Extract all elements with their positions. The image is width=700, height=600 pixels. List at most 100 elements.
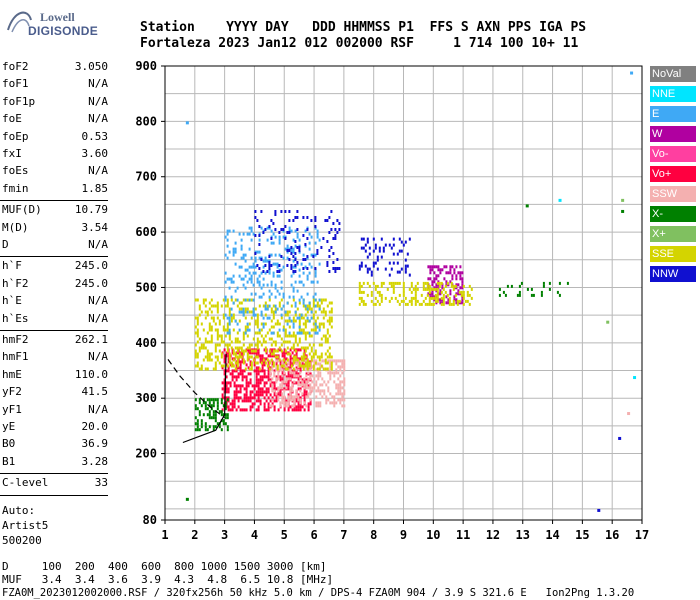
data-point-sse	[282, 364, 285, 368]
data-point-sse	[212, 304, 215, 308]
data-point-e	[236, 286, 239, 290]
data-point-vo-	[223, 381, 226, 385]
data-point-sse	[198, 337, 201, 341]
data-point-sse	[304, 346, 307, 350]
data-point-nnw	[396, 261, 399, 265]
data-point-sse	[264, 346, 267, 350]
data-point-sse	[362, 302, 365, 306]
data-point-sse	[256, 337, 259, 341]
data-point-nnw	[366, 255, 369, 259]
data-point-vo-	[249, 405, 252, 409]
data-point-vo-	[289, 360, 292, 364]
data-point-ssw	[335, 386, 338, 390]
data-point-sse	[220, 334, 223, 338]
data-point-vo-	[241, 357, 244, 361]
x-tick-label: 13	[516, 528, 530, 542]
data-point-vo-	[229, 381, 232, 385]
data-point-vo-	[281, 351, 284, 355]
data-point-e	[306, 316, 309, 320]
param-name: foEs	[2, 164, 29, 178]
data-point-nnw	[334, 234, 337, 237]
data-point-e	[294, 229, 297, 233]
data-point-vo-	[297, 393, 300, 397]
data-point-sse	[320, 298, 323, 302]
data-point-vo-	[289, 354, 292, 358]
data-point-vo-	[237, 366, 240, 370]
data-point-e	[282, 295, 285, 299]
data-point-ssw	[277, 386, 280, 390]
data-point-vo-	[257, 378, 260, 382]
data-point-vo-	[233, 402, 236, 406]
data-point-sse	[284, 331, 287, 335]
data-point-nnw	[330, 246, 333, 249]
data-point-e	[242, 277, 245, 281]
data-point-nnw	[360, 246, 363, 250]
data-point-sse	[222, 313, 225, 317]
data-point-nnw	[256, 219, 259, 222]
data-point-e	[314, 241, 317, 245]
data-point-sse	[318, 325, 321, 329]
data-point-vo-	[279, 360, 282, 364]
data-point-e	[274, 235, 277, 239]
data-point-w	[461, 277, 464, 281]
data-point-sse	[330, 364, 333, 368]
data-point-sse	[222, 325, 225, 329]
data-point-vo-	[245, 393, 248, 397]
data-point-sse	[310, 307, 313, 311]
data-point-vo-	[281, 372, 284, 376]
data-point-nnw	[314, 219, 317, 222]
data-point-sse	[462, 284, 465, 288]
data-point-sse	[194, 352, 197, 356]
data-point-x-	[208, 413, 211, 417]
data-point-vo-	[281, 354, 284, 358]
data-point-vo-	[239, 384, 242, 388]
data-point-x-	[194, 422, 197, 426]
data-point-e	[244, 259, 247, 263]
data-point-vo-	[305, 378, 308, 382]
data-point-vo-	[241, 378, 244, 382]
data-point-nnw	[366, 240, 369, 244]
data-point-e	[228, 250, 231, 254]
data-point-e	[240, 247, 243, 251]
data-point-ssw	[301, 383, 304, 387]
data-point-sse	[196, 352, 199, 356]
data-point-sse	[194, 316, 197, 320]
data-point-e	[264, 271, 267, 275]
data-point-sse	[428, 296, 431, 300]
data-point-ssw	[319, 401, 322, 405]
auto-scaling-line: Auto:	[2, 503, 36, 517]
data-point-vo-	[233, 381, 236, 385]
data-point-sse	[200, 322, 203, 326]
data-point-sse	[202, 328, 205, 332]
data-point-sse	[196, 361, 199, 365]
data-point-e	[232, 253, 235, 257]
data-point-ssw	[281, 383, 284, 387]
data-point-e	[292, 247, 295, 251]
data-point-e	[252, 262, 255, 266]
data-point-nnw	[302, 216, 305, 219]
data-point-e	[308, 301, 311, 305]
data-point-vo-	[229, 384, 232, 388]
data-point-vo-	[245, 363, 248, 367]
data-point-vo-	[237, 396, 240, 400]
data-point-sse	[374, 302, 377, 306]
data-point-e	[264, 304, 267, 308]
data-point-sse	[360, 290, 363, 294]
data-point-vo-	[245, 378, 248, 382]
data-point-sse	[246, 307, 249, 311]
data-point-e	[234, 241, 237, 245]
x-tick-label: 17	[635, 528, 649, 542]
data-point-sse	[428, 299, 431, 303]
data-point-vo-	[221, 396, 224, 400]
data-point-ssw	[337, 389, 340, 393]
data-point-ssw	[273, 374, 276, 378]
data-point-sse	[330, 355, 333, 359]
data-point-vo-	[235, 384, 238, 388]
data-point-sse	[258, 340, 261, 344]
data-point-ssw	[343, 380, 346, 384]
data-point-ssw	[315, 380, 318, 384]
data-point-ssw	[289, 368, 292, 372]
data-point-sse	[458, 290, 461, 294]
data-point-e	[298, 250, 301, 254]
data-point-x-	[212, 413, 215, 417]
